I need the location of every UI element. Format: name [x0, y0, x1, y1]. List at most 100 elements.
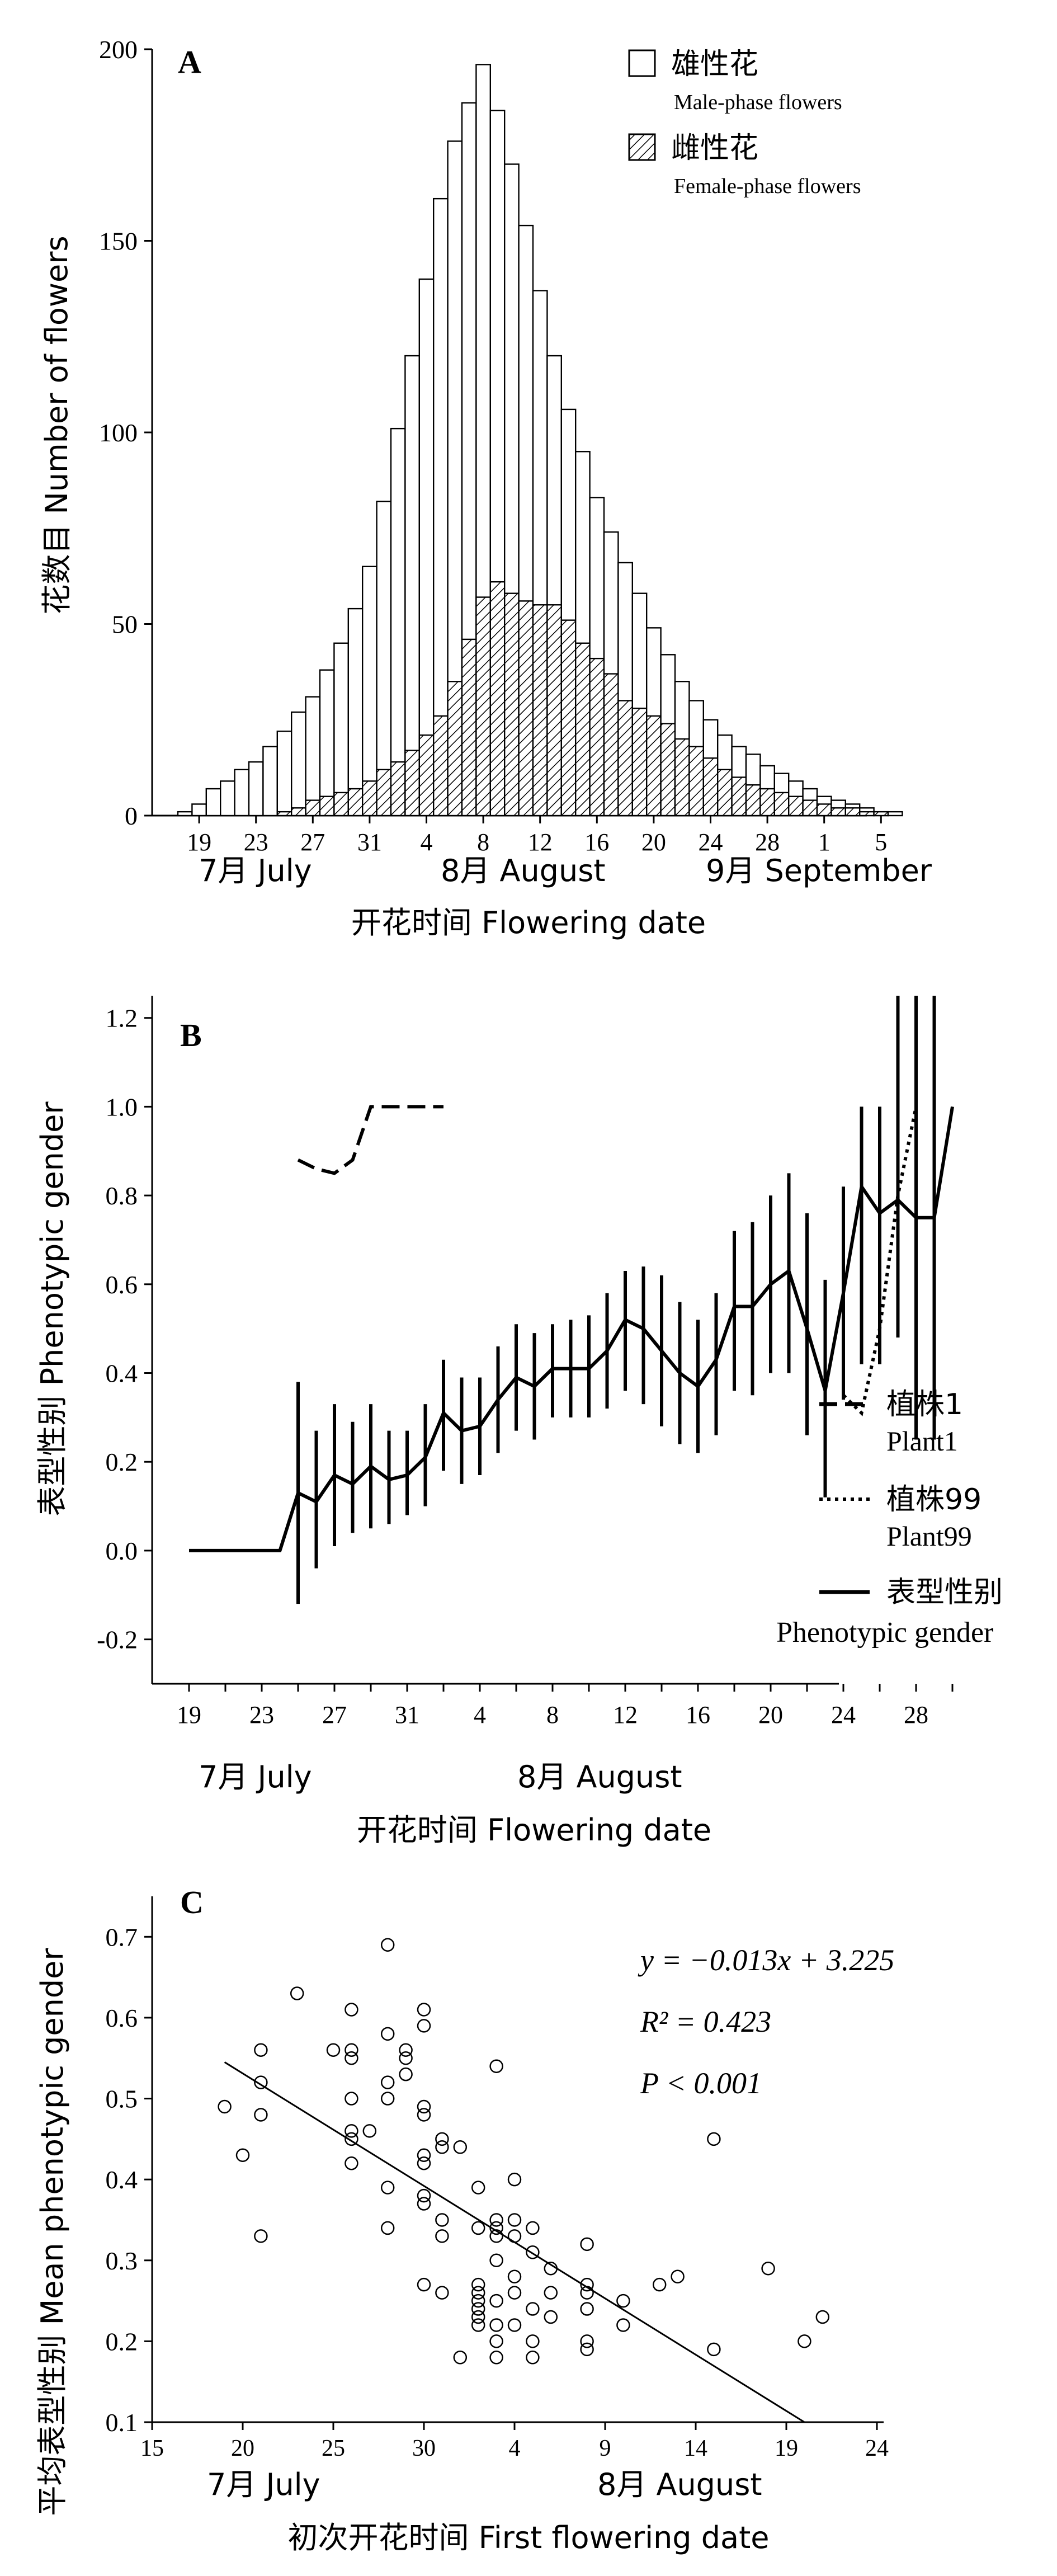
male-bar	[347, 607, 364, 817]
scatter-point	[580, 2286, 594, 2300]
panel-a-x-tick-label: 20	[641, 828, 666, 856]
female-bar	[858, 811, 875, 817]
scatter-point	[362, 2124, 377, 2138]
legend-male-swatch	[628, 49, 656, 77]
panel-b-x-tick-label: 20	[758, 1701, 783, 1729]
scatter-point	[526, 2221, 540, 2235]
legend-male-cn: 雄性花	[671, 48, 758, 81]
panel-c-month-august: 8月 August	[597, 2467, 762, 2502]
panel-a-xlabel: 开花时间 Flowering date	[351, 905, 706, 940]
female-bar	[475, 596, 492, 817]
panel-c-y-tick-label: 0.6	[106, 2004, 138, 2032]
scatter-point	[254, 2075, 268, 2089]
scatter-point	[489, 2059, 503, 2073]
scatter-point	[526, 2245, 540, 2259]
scatter-point	[798, 2334, 811, 2348]
scatter-point	[471, 2310, 485, 2324]
scatter-point	[345, 2003, 358, 2017]
scatter-point	[507, 2269, 522, 2283]
female-bar	[574, 642, 591, 817]
panel-c-y-tick-label: 0.3	[106, 2247, 138, 2275]
scatter-point	[507, 2318, 522, 2332]
panel-c-y-tick-label: 0.2	[106, 2327, 138, 2356]
legend-plant1-en: Plant1	[886, 1425, 958, 1457]
panel-c-x-tick-label: 24	[865, 2436, 889, 2461]
scatter-point	[471, 2277, 485, 2292]
female-bar	[787, 795, 804, 817]
female-bar	[773, 792, 790, 817]
scatter-point	[471, 2221, 485, 2235]
panel-b-y-tick-label: 0.0	[106, 1537, 138, 1565]
scatter-point	[435, 2132, 449, 2146]
scatter-point	[380, 2181, 395, 2194]
panel-b-y-tick-label: 0.6	[106, 1270, 138, 1299]
panel-a-x-tick-label: 1	[818, 828, 830, 856]
scatter-point	[326, 2043, 341, 2057]
panel-b-tick-labels: -0.2 0.0 0.2 0.4 0.6 0.8 1.0 1.2 19 23 27 31 4 8 12 16 2…	[97, 1004, 928, 1729]
legend-plant1-cn: 植株1	[886, 1388, 963, 1421]
male-bar	[887, 811, 903, 817]
panel-b-y-tick-label: 0.2	[106, 1448, 138, 1476]
panel-c-x-tick-label: 20	[231, 2436, 254, 2461]
scatter-point	[399, 2051, 413, 2065]
panel-a-x-tick-label: 19	[187, 828, 211, 856]
scatter-point	[471, 2181, 485, 2194]
male-bar	[248, 761, 264, 817]
scatter-point	[671, 2269, 685, 2283]
female-bar	[702, 757, 719, 817]
panel-b-ylabel: 表型性别 Phenotypic gender	[35, 1101, 70, 1517]
panel-a-x-tick-label: 5	[875, 828, 887, 856]
female-bar	[645, 715, 662, 817]
female-bar	[305, 799, 321, 817]
panel-b-x-tick-label: 23	[249, 1701, 274, 1729]
scatter-point	[235, 2148, 250, 2163]
panel-c-y-tick-label: 0.5	[106, 2085, 138, 2113]
scatter-point	[345, 2092, 358, 2106]
scatter-point	[616, 2294, 630, 2308]
female-bar	[404, 750, 421, 817]
female-bar	[546, 604, 563, 817]
male-bar	[262, 746, 278, 817]
scatter-point	[417, 2148, 431, 2163]
male-bar	[390, 427, 406, 817]
panel-b-x-tick-label: 16	[686, 1701, 710, 1729]
scatter-point	[507, 2213, 522, 2227]
panel-b-xlabel: 开花时间 Flowering date	[357, 1812, 711, 1848]
panel-c-y-tick-label: 0.1	[106, 2408, 138, 2437]
panel-c-x-tick-label: 14	[684, 2436, 707, 2461]
scatter-point	[707, 2132, 721, 2146]
panel-c-x-tick-label: 15	[140, 2436, 164, 2461]
female-bar	[631, 707, 648, 817]
male-bar	[291, 711, 306, 817]
scatter-point	[471, 2286, 485, 2300]
panel-a-x-tick-label: 12	[528, 828, 553, 856]
panel-a: A 0 50 100 150 200 19 23 27 31 4 8 12 16 20 24 28 1 5 雄性花…	[39, 35, 932, 940]
scatter-point	[489, 2351, 503, 2365]
legend-gender-cn: 表型性别	[886, 1576, 1003, 1609]
female-bar	[333, 792, 350, 817]
scatter-point	[435, 2229, 449, 2243]
panel-a-legend: 雄性花 Male-phase flowers 雌性花 Female-phase …	[628, 48, 861, 198]
legend-plant99-en: Plant99	[886, 1520, 972, 1552]
panel-a-bars	[177, 64, 903, 817]
female-bar	[489, 581, 506, 817]
panel-a-x-tick-label: 24	[699, 828, 723, 856]
scatter-point	[290, 1986, 304, 2000]
panel-c-y-tick-label: 0.7	[106, 1923, 138, 1951]
panel-b-month-july: 7月 July	[199, 1759, 312, 1795]
panel-b-x-tick-label: 12	[613, 1701, 638, 1729]
scatter-point	[580, 2334, 594, 2348]
scatter-point	[544, 2310, 558, 2324]
panel-a-x-tick-label: 4	[421, 828, 433, 856]
scatter-point	[345, 2043, 358, 2057]
scatter-point	[399, 2067, 413, 2081]
scatter-point	[453, 2140, 468, 2154]
panel-c-y-tick-label: 0.4	[106, 2165, 138, 2194]
female-bar	[433, 715, 449, 817]
male-bar	[234, 769, 250, 817]
panel-a-x-tick-label: 27	[300, 828, 325, 856]
scatter-point	[489, 2253, 503, 2268]
panel-a-x-tick-label: 23	[244, 828, 268, 856]
panel-a-ylabel: 花数目 Number of flowers	[39, 236, 74, 614]
